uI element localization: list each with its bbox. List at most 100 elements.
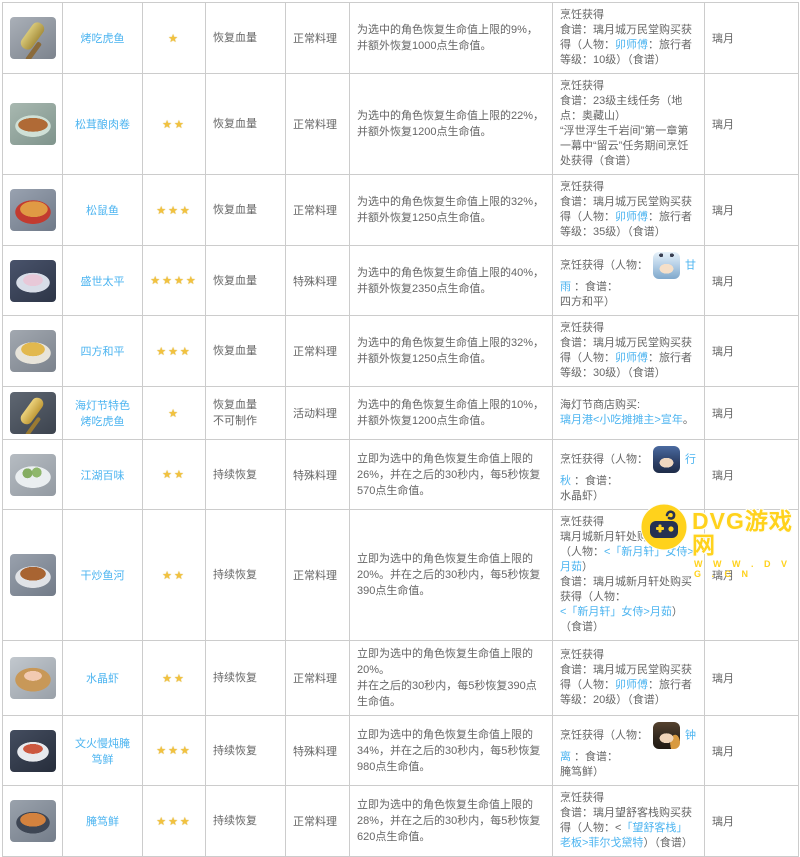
acquisition-text: 烹饪获得 食谱：璃月城万民堂购买获得（人物： [560, 181, 692, 223]
recovery-type-label: 恢复血量 [213, 32, 257, 44]
acquisition-cell: 烹饪获得 食谱：璃月望舒客栈购买获得（人物：<「望舒客栈」老板>菲尔戈黛特）（食… [552, 785, 705, 857]
food-name-link[interactable]: 干炒鱼河 [80, 570, 125, 582]
table-row: 水晶虾 ★★ 持续恢复 正常料理 立即为选中的角色恢复生命值上限的20%。 并在… [2, 640, 799, 716]
acquisition-cell: 烹饪获得 食谱：23级主线任务（地点：奥藏山） “浮世浮生千岩间”第一章第一幕中… [552, 73, 705, 175]
acquisition-cell: 烹饪获得 食谱：璃月城万民堂购买获得（人物：卯师傅：旅行者等级：30级）（食谱） [552, 315, 705, 387]
food-name-link[interactable]: 江湖百味 [80, 469, 125, 482]
fish-noodles-icon[interactable] [10, 554, 56, 596]
region-label: 璃月 [712, 33, 734, 45]
recovery-type-label: 恢复血量 [213, 204, 257, 216]
region-label: 璃月 [712, 275, 734, 288]
category-label: 活动料理 [293, 408, 337, 420]
acquisition-text: ：旅行者等级：35级）（食谱） [560, 211, 692, 238]
recovery-type-label: 恢复血量 [213, 118, 257, 130]
effect-description: 立即为选中的角色恢复生命值上限的34%，并在之后的30秒内，每5秒恢复980点生… [357, 728, 541, 773]
watermark-brand: DVG游戏网 [692, 508, 793, 558]
rarity-stars: ★★ [162, 469, 186, 481]
delicacy-parcels-icon[interactable] [10, 453, 56, 496]
character-avatar-xingqiu-icon[interactable] [653, 446, 680, 473]
rarity-stars: ★★★ [156, 345, 192, 358]
region-label: 璃月 [712, 469, 734, 482]
category-label: 特殊料理 [293, 745, 337, 758]
rarity-stars: ★★★ [156, 204, 192, 217]
acquisition-link[interactable]: 甘雨 [560, 259, 696, 293]
acquisition-cell: 烹饪获得（人物： 行秋 ：食谱： 水晶虾） [552, 439, 705, 510]
acquisition-text: ：旅行者等级：10级）（食谱） [560, 39, 692, 66]
acquisition-cell: 海灯节商店购买: 璃月港<小吃摊摊主>宣年。 [552, 386, 705, 440]
acquisition-text: 烹饪获得 食谱：璃月城万民堂购买获得（人物： [560, 322, 692, 364]
matsutake-meat-rolls-icon[interactable] [10, 103, 56, 145]
acquisition-text: 烹饪获得 食谱：璃月城万民堂购买获得（人物： [560, 9, 692, 51]
effect-description: 为选中的角色恢复生命值上限的32%，并额外恢复1250点生命值。 [357, 337, 545, 365]
table-row: 盛世太平 ★★★★ 恢复血量 特殊料理 为选中的角色恢复生命值上限的40%，并额… [2, 245, 799, 316]
food-name-link[interactable]: 盛世太平 [80, 275, 125, 288]
food-name-link[interactable]: 松茸酿肉卷 [75, 119, 130, 131]
slow-cooked-soup-icon[interactable] [10, 729, 56, 772]
region-label: 璃月 [712, 119, 734, 131]
prosperous-peace-icon[interactable] [10, 259, 56, 302]
food-name-link[interactable]: 腌笃鲜 [86, 816, 119, 828]
acquisition-text: ：旅行者等级：30级）（食谱） [560, 352, 692, 379]
festive-skewer-icon[interactable] [10, 392, 56, 434]
region-label: 璃月 [712, 745, 734, 758]
rarity-stars: ★★ [162, 569, 186, 582]
recovery-type-label: 持续恢复 [213, 744, 257, 757]
effect-description: 立即为选中的角色恢复生命值上限的28%，并在之后的30秒内，每5秒恢复620点生… [357, 799, 541, 843]
gamepad-icon [640, 503, 688, 551]
category-label: 正常料理 [293, 570, 337, 582]
character-avatar-zhongli-icon[interactable] [653, 722, 680, 749]
universal-peace-icon[interactable] [10, 330, 56, 372]
table-row: 文火慢炖腌笃鲜 ★★★ 持续恢复 特殊料理 立即为选中的角色恢复生命值上限的34… [2, 715, 799, 786]
acquisition-cell: 烹饪获得 食谱：璃月城万民堂购买获得（人物：卯师傅：旅行者等级：35级）（食谱） [552, 174, 705, 246]
character-avatar-ganyu-icon[interactable] [653, 252, 680, 279]
table-row: 烤吃虎鱼 ★ 恢复血量 正常料理 为选中的角色恢复生命值上限的9%，并额外恢复1… [2, 2, 799, 74]
table-row: 腌笃鲜 ★★★ 持续恢复 正常料理 立即为选中的角色恢复生命值上限的28%，并在… [2, 785, 799, 857]
effect-description: 为选中的角色恢复生命值上限的10%，并额外恢复1200点生命值。 [357, 399, 545, 427]
acquisition-link[interactable]: <「新月轩」女侍>月茹 [560, 606, 672, 618]
food-name-link[interactable]: 文火慢炖腌笃鲜 [75, 737, 130, 766]
watermark: DVG游戏网 W W W . D V G . C N [640, 503, 800, 579]
effect-description: 为选中的角色恢复生命值上限的22%，并额外恢复1200点生命值。 [357, 110, 545, 138]
category-label: 特殊料理 [293, 275, 337, 288]
food-name-link[interactable]: 海灯节特色烤吃虎鱼 [75, 400, 130, 428]
recovery-type-label: 恢复血量 不可制作 [213, 399, 257, 427]
effect-description: 为选中的角色恢复生命值上限的9%，并额外恢复1000点生命值。 [357, 24, 538, 52]
acquisition-link[interactable]: 卯师傅 [615, 211, 648, 223]
category-label: 正常料理 [293, 816, 337, 828]
category-label: 正常料理 [293, 33, 337, 45]
acquisition-link[interactable]: 卯师傅 [615, 39, 648, 51]
effect-description: 为选中的角色恢复生命值上限的40%，并额外恢复2350点生命值。 [357, 266, 545, 295]
food-wiki-page: 烤吃虎鱼 ★ 恢复血量 正常料理 为选中的角色恢复生命值上限的9%，并额外恢复1… [0, 0, 800, 555]
acquisition-link[interactable]: 卯师傅 [615, 679, 648, 691]
acquisition-text: 海灯节商店购买: [560, 399, 641, 411]
squirrel-fish-icon[interactable] [10, 189, 56, 231]
acquisition-cell: 烹饪获得（人物： 甘雨 ：食谱： 四方和平） [552, 245, 705, 316]
acquisition-text: 烹饪获得（人物： [560, 729, 648, 742]
acquisition-cell: 烹饪获得 食谱：璃月城万民堂购买获得（人物：卯师傅：旅行者等级：10级）（食谱） [552, 2, 705, 74]
acquisition-cell: 烹饪获得（人物： 钟离 ：食谱： 腌笃鲜） [552, 715, 705, 786]
acquisition-link[interactable]: 行秋 [560, 453, 696, 487]
bamboo-shoot-soup-icon[interactable] [10, 800, 56, 842]
category-label: 正常料理 [293, 673, 337, 685]
effect-description: 立即为选中的角色恢复生命值上限的20%。并在之后的30秒内，每5秒恢复390点生… [357, 553, 541, 597]
recovery-type-label: 持续恢复 [213, 468, 257, 481]
food-name-link[interactable]: 四方和平 [80, 346, 125, 358]
food-name-link[interactable]: 松鼠鱼 [86, 205, 119, 217]
effect-description: 立即为选中的角色恢复生命值上限的20%。 并在之后的30秒内，每5秒恢复390点… [357, 648, 537, 708]
recovery-type-label: 恢复血量 [213, 274, 257, 287]
table-row: 四方和平 ★★★ 恢复血量 正常料理 为选中的角色恢复生命值上限的32%，并额外… [2, 315, 799, 387]
rarity-stars: ★ [168, 32, 180, 45]
acquisition-text: 烹饪获得（人物： [560, 259, 648, 272]
food-name-link[interactable]: 烤吃虎鱼 [80, 33, 125, 45]
crystal-shrimp-icon[interactable] [10, 657, 56, 699]
acquisition-text: ：食谱： 水晶虾） [560, 475, 619, 502]
acquisition-link[interactable]: 卯师傅 [615, 352, 648, 364]
acquisition-text: ）（食谱） [643, 837, 693, 849]
acquisition-text: 烹饪获得 食谱：23级主线任务（地点：奥藏山） “浮世浮生千岩间”第一章第一幕中… [560, 80, 689, 167]
acquisition-link[interactable]: 璃月港<小吃摊摊主>宣年 [560, 414, 683, 426]
rarity-stars: ★★ [162, 118, 186, 131]
grilled-tiger-fish-icon[interactable] [10, 17, 56, 59]
food-name-link[interactable]: 水晶虾 [86, 673, 119, 685]
acquisition-text: 。 [682, 414, 694, 426]
